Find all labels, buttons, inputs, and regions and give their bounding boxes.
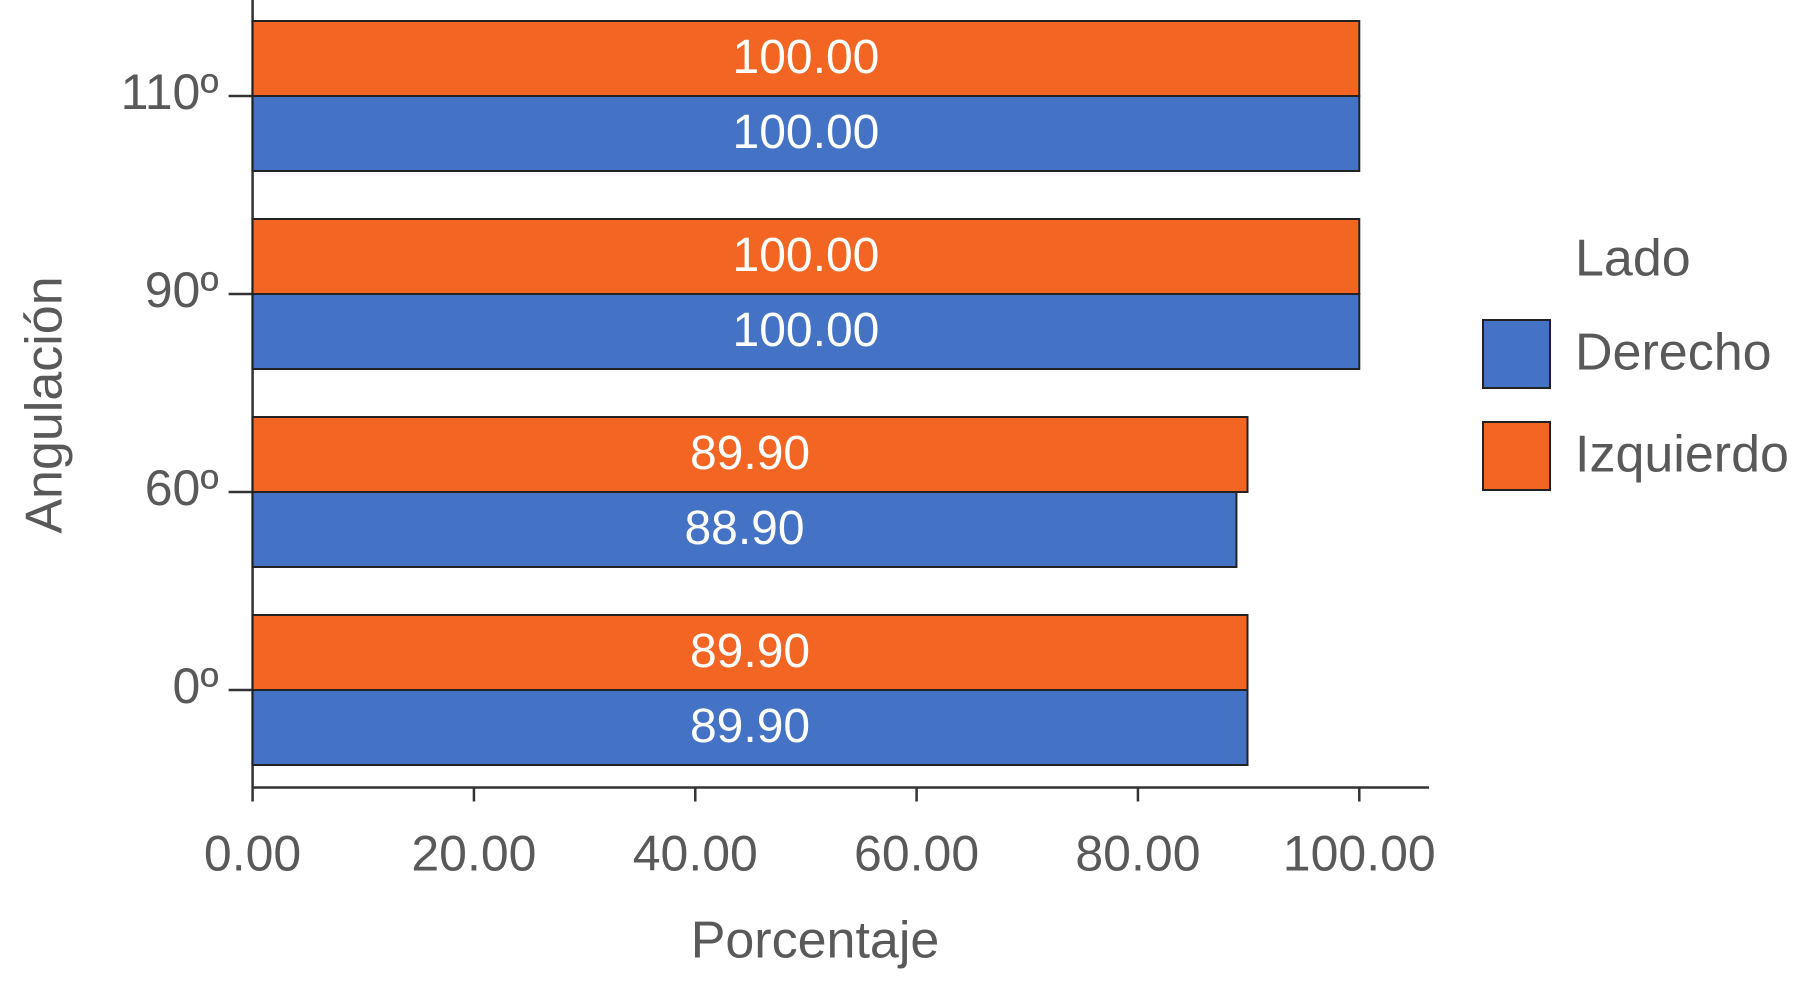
- y-tick-label: 60º: [145, 460, 219, 516]
- value-label: 100.00: [733, 229, 880, 282]
- x-axis-title: Porcentaje: [691, 912, 940, 970]
- value-label: 100.00: [733, 106, 880, 159]
- legend-label: Derecho: [1575, 324, 1772, 382]
- value-label: 88.90: [684, 502, 804, 555]
- bar: [251, 416, 1249, 493]
- x-tick-label: 60.00: [854, 826, 979, 882]
- x-tick-label: 100.00: [1283, 826, 1436, 882]
- legend-title: Lado: [1575, 230, 1691, 288]
- x-tick-label: 20.00: [411, 826, 536, 882]
- x-tick-label: 40.00: [633, 826, 758, 882]
- value-label: 89.90: [690, 700, 810, 753]
- value-label: 100.00: [733, 304, 880, 357]
- legend-swatch: [1482, 421, 1551, 491]
- x-tick-label: 0.00: [204, 826, 301, 882]
- y-tick-label: 110º: [121, 64, 219, 120]
- bar: [251, 20, 1361, 97]
- value-label: 100.00: [733, 31, 880, 84]
- y-tick-label: 0º: [173, 658, 219, 714]
- bar: [251, 614, 1249, 691]
- bar: [251, 689, 1249, 766]
- value-label: 89.90: [690, 427, 810, 480]
- legend-label: Izquierdo: [1575, 426, 1789, 484]
- value-label: 89.90: [690, 625, 810, 678]
- legend-swatch: [1482, 319, 1551, 389]
- y-tick-label: 90º: [145, 262, 219, 318]
- x-tick-label: 80.00: [1075, 826, 1200, 882]
- bar: [251, 218, 1361, 295]
- y-axis-title: Angulación: [16, 276, 74, 533]
